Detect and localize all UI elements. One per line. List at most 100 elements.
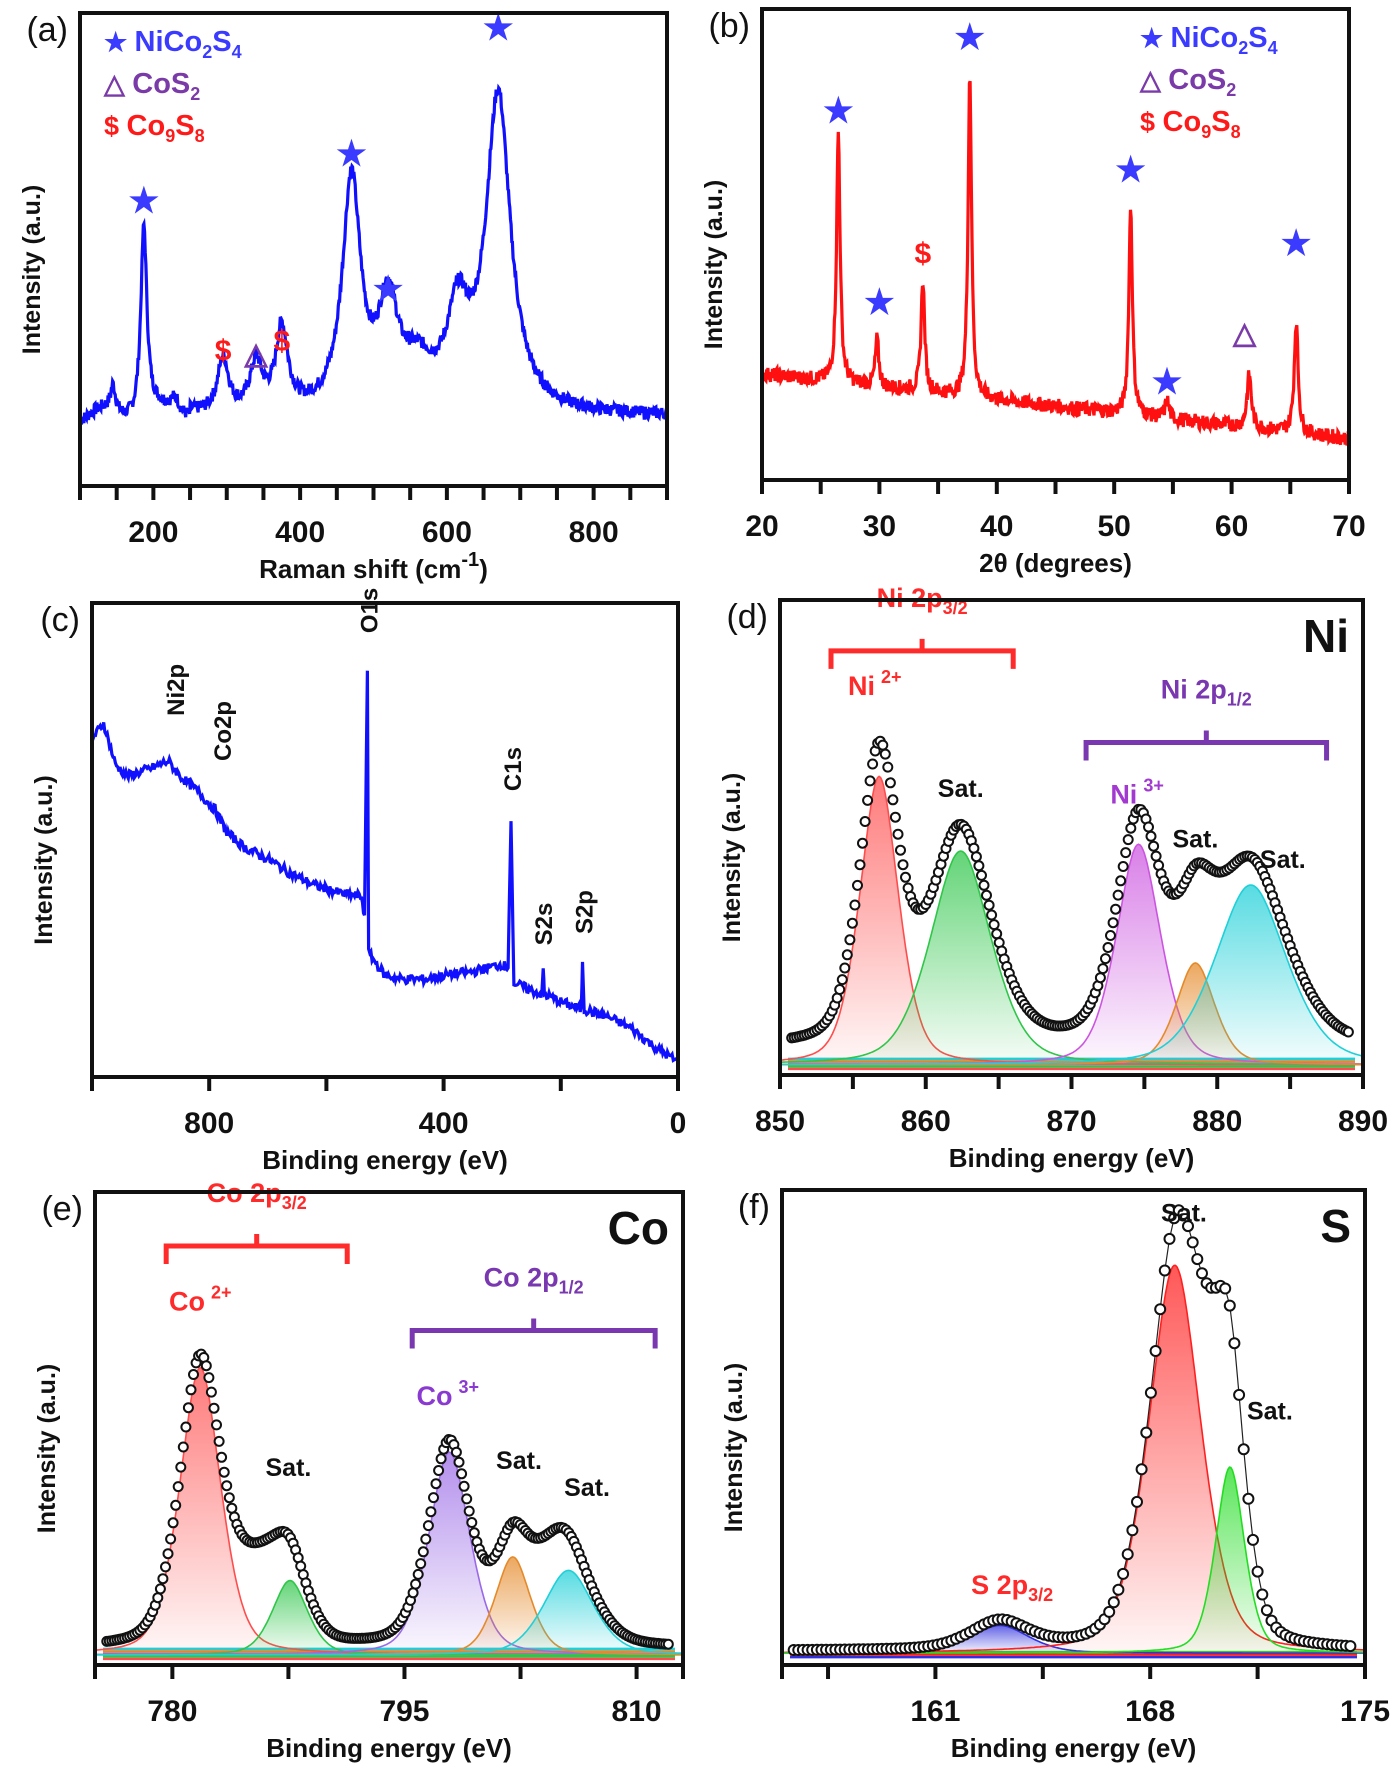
legend-sub: 2	[1226, 80, 1236, 100]
component-line	[95, 1569, 683, 1656]
plot-area	[782, 1204, 1365, 1659]
y-axis-label: Intensity (a.u.)	[718, 773, 746, 942]
data-point	[884, 777, 896, 789]
component-line	[780, 884, 1363, 1066]
annotation-text: Co	[417, 1381, 453, 1411]
group-label-sub: 1/2	[559, 1278, 584, 1298]
x-tick-label: 870	[1046, 1105, 1096, 1138]
peak-marker: $	[215, 334, 232, 367]
component-line	[782, 1264, 1365, 1654]
data-point	[1223, 1299, 1236, 1312]
x-tick-label: 890	[1338, 1105, 1388, 1138]
data-series-line	[762, 80, 1349, 447]
x-tick-label: 810	[612, 1695, 662, 1728]
data-point	[862, 794, 874, 806]
data-point	[182, 1402, 194, 1414]
peak-annotation: Ni 2+	[848, 667, 902, 701]
annotation-sup: 2+	[211, 1282, 232, 1302]
data-point	[1256, 1588, 1269, 1601]
x-axis-label-end: )	[479, 554, 488, 584]
data-point	[1177, 1208, 1190, 1220]
data-point	[1163, 1232, 1176, 1245]
x-tick-label: 795	[379, 1695, 429, 1728]
annotation-text: Co	[169, 1286, 205, 1316]
data-point	[1186, 1236, 1199, 1249]
annotation-text: S 2p	[971, 1570, 1028, 1600]
peak-annotation: Sat.	[1161, 1200, 1207, 1228]
data-series-line	[92, 670, 678, 1063]
plot-area	[80, 83, 667, 425]
legend-symbol: △	[103, 69, 132, 99]
peak-annotation: Sat.	[1260, 846, 1306, 874]
data-point	[882, 761, 894, 773]
x-tick-label: 20	[745, 510, 778, 543]
data-point	[1122, 834, 1134, 846]
data-point	[976, 869, 987, 881]
x-tick-label: 800	[184, 1107, 234, 1140]
data-point	[887, 794, 899, 806]
legend-label: S	[175, 110, 194, 142]
panel-d: (d) Intensity (a.u.) 850 860 870 880 890 Bindin…	[718, 583, 1388, 1173]
plot-frame	[90, 601, 680, 1079]
data-point	[167, 1517, 179, 1529]
peak-marker: ★	[129, 182, 159, 220]
data-point	[223, 1492, 235, 1504]
data-point	[1121, 1548, 1134, 1561]
x-tick-label: 40	[980, 510, 1013, 543]
peak-marker: ★	[373, 270, 403, 308]
data-point	[172, 1481, 184, 1493]
legend-sub: 2	[1238, 38, 1248, 58]
legend-label: S	[1211, 106, 1230, 138]
peak-marker: ★	[483, 9, 513, 47]
group-label-sub: 3/2	[282, 1193, 307, 1213]
legend-symbol: $	[1140, 107, 1163, 137]
x-tick-label: 161	[910, 1695, 960, 1728]
component-fill	[780, 851, 1363, 1065]
group-label-sub: 1/2	[1227, 689, 1252, 709]
peak-annotation: S 2p3/2	[971, 1570, 1053, 1605]
legend-sub: 2	[202, 42, 212, 62]
peak-marker: ★	[864, 283, 894, 321]
data-point	[1110, 903, 1122, 915]
x-tick-label: 60	[1215, 510, 1248, 543]
data-point	[867, 758, 879, 770]
annotation-text: Sat.	[496, 1447, 542, 1475]
plot-frame	[78, 11, 669, 488]
data-point	[433, 1465, 445, 1476]
x-tick-label: 50	[1098, 510, 1131, 543]
legend-symbol: ★	[104, 27, 135, 57]
legend-label: Co	[127, 110, 166, 142]
panel-label: (d)	[726, 598, 768, 636]
peak-annotation: S2s	[531, 903, 558, 946]
data-point	[1150, 850, 1162, 862]
data-point	[844, 934, 856, 946]
group-label: Co 2p3/2	[207, 1178, 307, 1213]
legend-label: Co	[1163, 106, 1202, 138]
data-point	[889, 811, 901, 823]
data-point	[1154, 1303, 1167, 1316]
data-point	[407, 1587, 419, 1599]
legend-sub: 4	[1268, 38, 1278, 58]
data-point	[852, 879, 863, 891]
data-point	[1105, 930, 1116, 941]
element-label: S	[1320, 1200, 1351, 1252]
data-point	[152, 1592, 164, 1604]
annotation-sup: 2+	[881, 667, 902, 687]
legend-symbol: $	[104, 111, 127, 141]
component-fill	[782, 1467, 1365, 1654]
data-point	[216, 1451, 228, 1463]
data-point	[1148, 840, 1160, 852]
group-label-text: Co 2p	[484, 1263, 559, 1293]
peak-marker: ★	[1115, 151, 1145, 189]
data-point	[973, 860, 985, 872]
data-point	[157, 1573, 169, 1585]
component-fill	[780, 776, 1363, 1065]
panel-a: (a) Intensity (a.u.) 200 400 600 800 Raman shi…	[18, 9, 669, 584]
component-fill	[780, 885, 1363, 1065]
data-point	[203, 1372, 215, 1384]
data-point	[892, 828, 904, 840]
x-tick-label: 70	[1332, 510, 1365, 543]
data-point	[1112, 889, 1124, 901]
data-point	[1094, 972, 1106, 984]
peak-marker: ★	[336, 135, 366, 173]
